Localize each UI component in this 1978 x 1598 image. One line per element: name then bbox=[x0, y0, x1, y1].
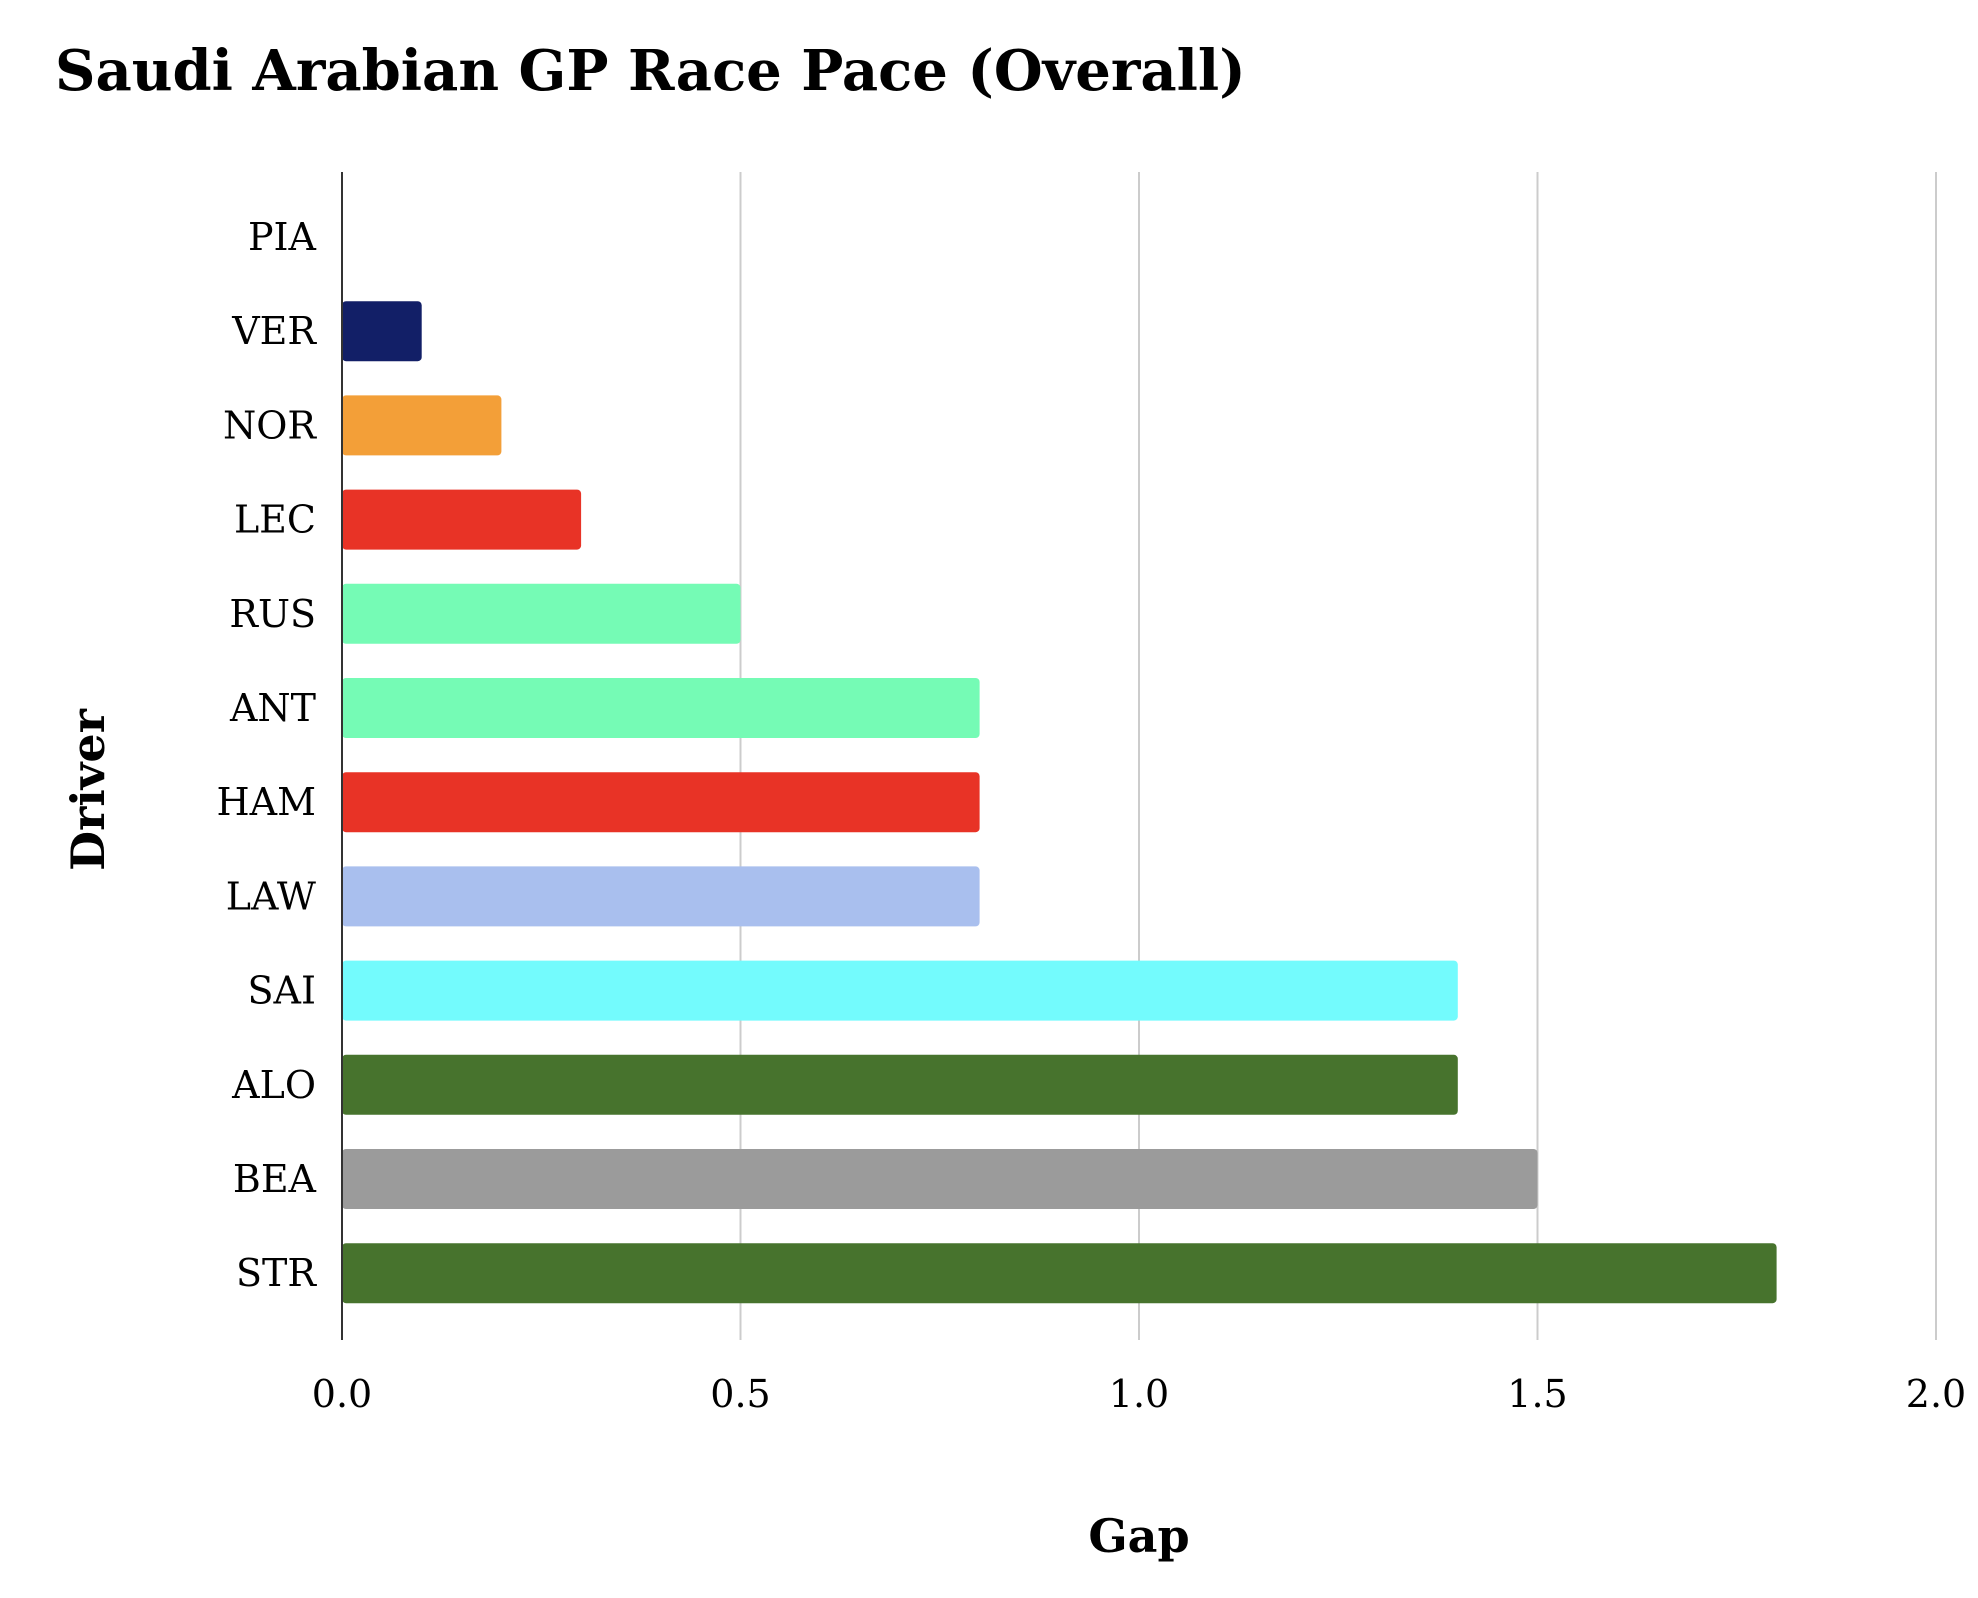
bar-nor bbox=[342, 395, 502, 456]
bar-ant bbox=[342, 678, 980, 738]
gridlines bbox=[739, 172, 1937, 1340]
y-tick-label: ANT bbox=[229, 686, 316, 730]
y-tick-label: BEA bbox=[233, 1157, 317, 1201]
x-tick-label: 1.5 bbox=[1507, 1372, 1567, 1416]
y-tick-label: STR bbox=[236, 1251, 317, 1295]
y-axis-title: Driver bbox=[61, 708, 115, 871]
bar-rus bbox=[342, 583, 741, 644]
x-tick-labels: 0.0 0.5 1.0 1.5 2.0 bbox=[312, 1372, 1966, 1416]
bar-law bbox=[342, 866, 980, 927]
bars bbox=[342, 301, 1777, 1304]
bar-ham bbox=[342, 772, 980, 833]
y-tick-label: RUS bbox=[229, 592, 316, 636]
y-tick-label: NOR bbox=[223, 403, 317, 447]
y-tick-label: PIA bbox=[248, 215, 317, 259]
y-tick-label: VER bbox=[231, 309, 317, 353]
y-tick-label: HAM bbox=[217, 780, 317, 824]
x-axis-title: Gap bbox=[1088, 1509, 1189, 1563]
x-tick-label: 0.5 bbox=[710, 1372, 770, 1416]
bar-str bbox=[342, 1243, 1777, 1304]
y-tick-label: LEC bbox=[234, 498, 316, 542]
bar-bea bbox=[342, 1149, 1538, 1209]
bar-alo bbox=[342, 1054, 1458, 1115]
y-tick-labels: PIA VER NOR LEC RUS ANT HAM LAW SAI ALO BEA STR bbox=[217, 215, 318, 1295]
bar-ver bbox=[342, 301, 422, 362]
bar-sai bbox=[342, 960, 1458, 1021]
y-tick-label: SAI bbox=[248, 969, 317, 1013]
x-tick-label: 1.0 bbox=[1109, 1372, 1169, 1416]
x-tick-label: 0.0 bbox=[312, 1372, 372, 1416]
y-tick-label: ALO bbox=[231, 1063, 316, 1107]
bar-lec bbox=[342, 489, 582, 550]
y-tick-label: LAW bbox=[226, 874, 316, 918]
x-tick-label: 2.0 bbox=[1906, 1372, 1966, 1416]
chart-title: Saudi Arabian GP Race Pace (Overall) bbox=[55, 38, 1246, 104]
